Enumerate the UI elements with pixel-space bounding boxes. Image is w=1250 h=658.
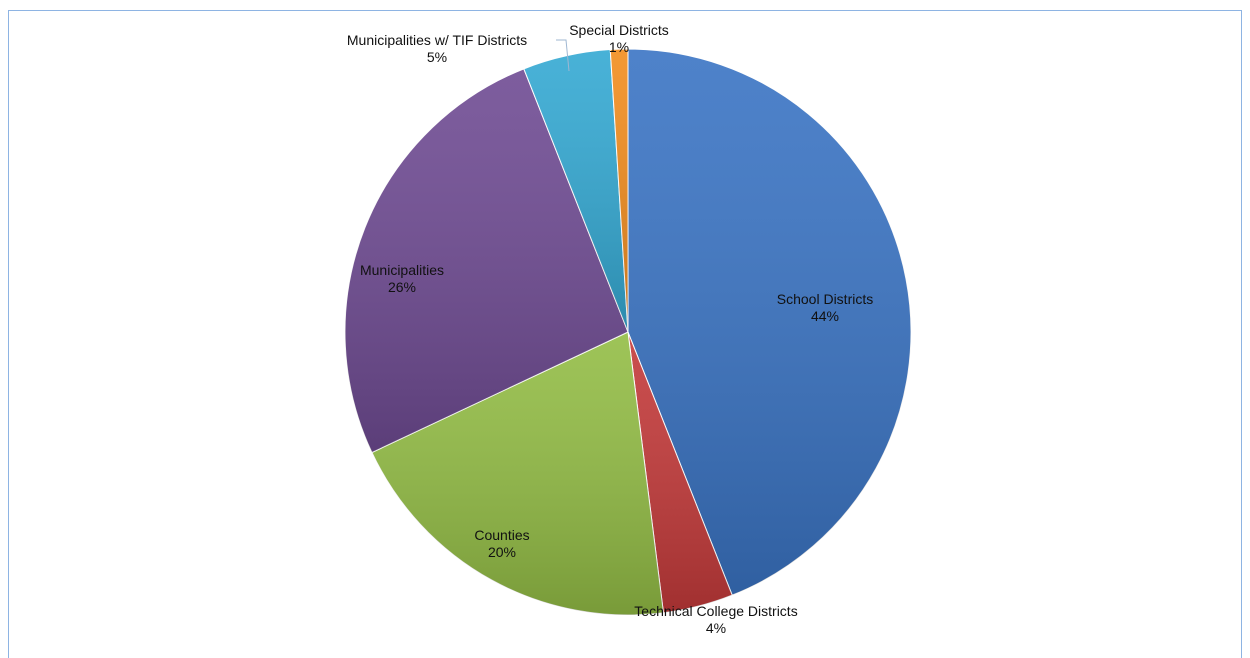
- pie-slice-shading: [344, 68, 628, 453]
- slice-label-name: Counties: [474, 527, 529, 543]
- slice-label: Counties 20%: [474, 527, 529, 560]
- slice-label: Technical College Districts 4%: [634, 603, 797, 636]
- slice-label-name: School Districts: [777, 291, 873, 307]
- leader-line: [556, 39, 570, 72]
- slice-label-percent: 44%: [811, 308, 839, 324]
- slice-label-name: Technical College Districts: [634, 603, 797, 619]
- pie-slice-shading: [523, 49, 628, 333]
- slice-label: Special Districts 1%: [569, 22, 669, 55]
- pie-slice-shading: [628, 332, 733, 613]
- slice-label-name: Special Districts: [569, 22, 669, 38]
- slice-label: School Districts 44%: [777, 291, 873, 324]
- slice-label-percent: 26%: [388, 279, 416, 295]
- slice-label-name: Municipalities: [360, 262, 444, 278]
- slice-label-percent: 5%: [427, 49, 447, 65]
- slice-label: Municipalities w/ TIF Districts 5%: [347, 32, 527, 65]
- slice-label-name: Municipalities w/ TIF Districts: [347, 32, 527, 48]
- slice-label-percent: 4%: [706, 620, 726, 636]
- slice-label: Municipalities 26%: [360, 262, 444, 295]
- pie-slice-shading: [628, 49, 912, 596]
- pie-slice-shading: [610, 49, 628, 332]
- slice-label-percent: 1%: [609, 39, 629, 55]
- pie-slice-shading: [371, 332, 664, 616]
- slice-label-percent: 20%: [488, 544, 516, 560]
